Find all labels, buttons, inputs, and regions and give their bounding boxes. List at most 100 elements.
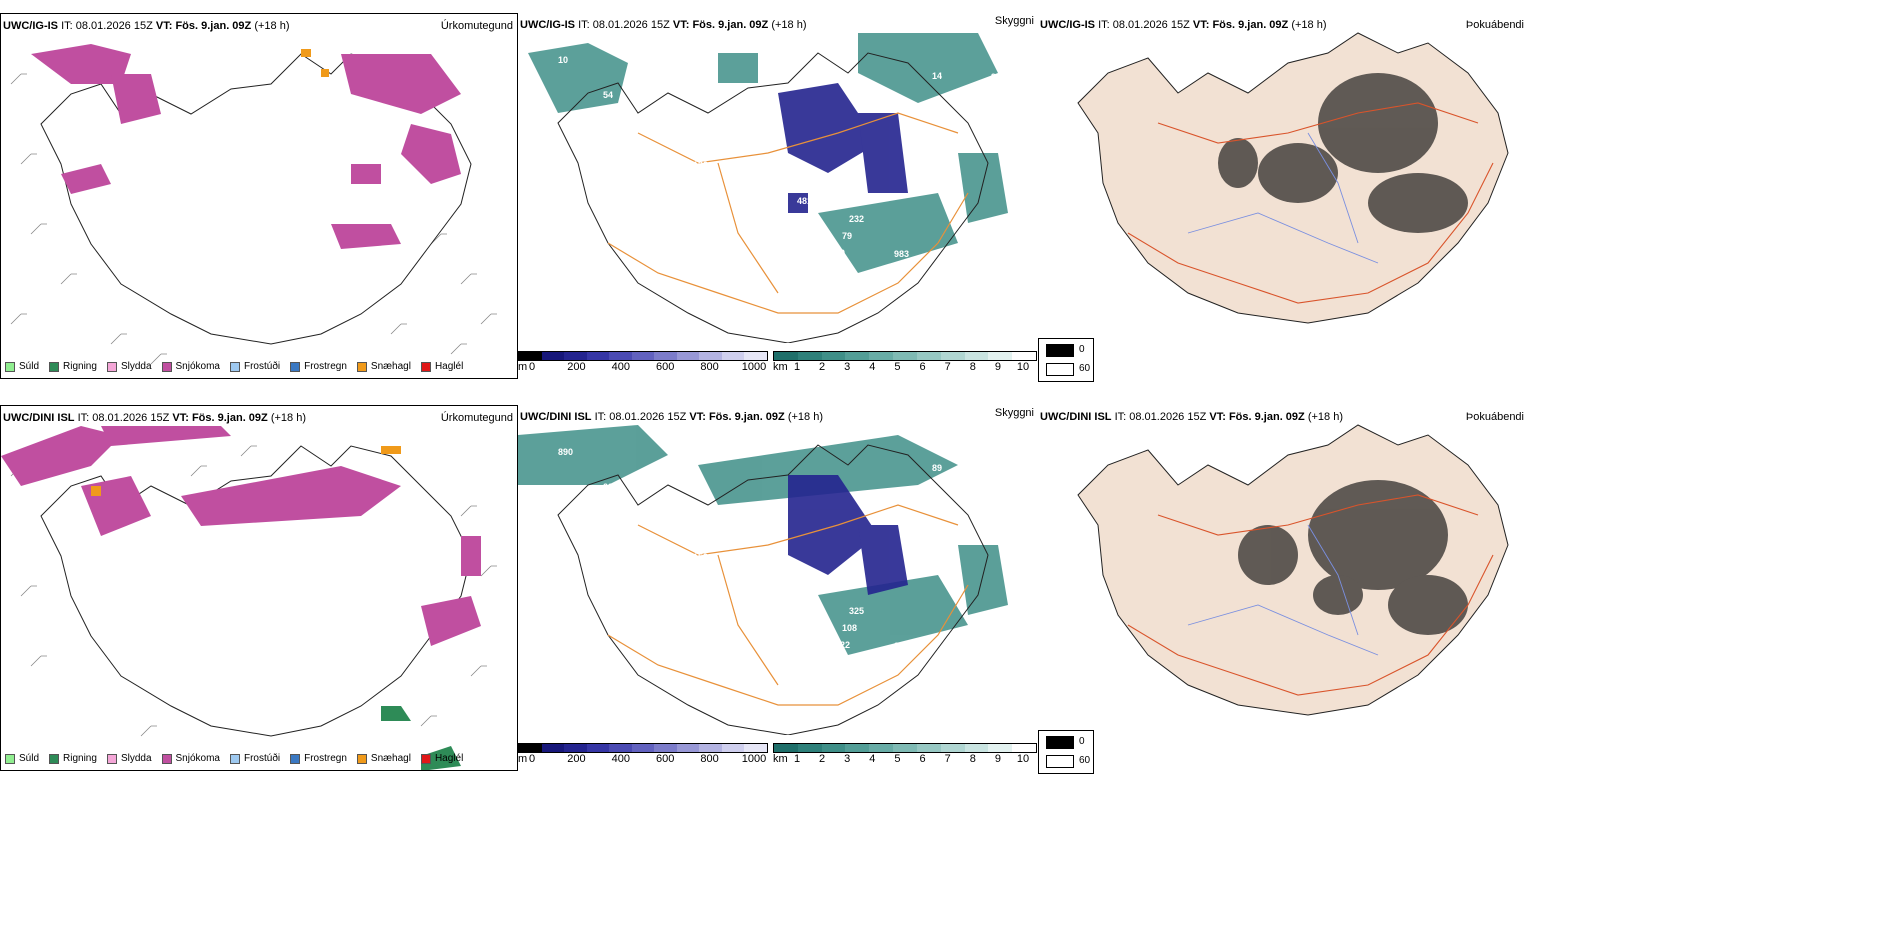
legend-item: Súld — [5, 753, 39, 764]
map-value-label: 71 — [700, 535, 710, 545]
colorbar-segment — [821, 744, 846, 752]
iceland-outline — [557, 444, 989, 735]
legend-label: Rigning — [63, 361, 97, 372]
legend-swatch — [161, 753, 172, 764]
colorbar-tick: 3 — [844, 753, 851, 765]
colorbar-tick: 9 — [994, 753, 1001, 765]
map-value-label: 159 — [752, 553, 767, 563]
colorbar-segment — [869, 744, 894, 752]
map-value-label: 585 — [596, 499, 611, 509]
map-value-label: 17 — [641, 142, 651, 152]
legend-item: Slydda — [106, 753, 152, 764]
colorbar-segment — [940, 352, 965, 360]
map-value-label: 124 — [984, 89, 999, 99]
legend-item: Frostúði — [229, 361, 280, 372]
legend-swatch — [229, 753, 240, 764]
colorbar-segment — [676, 352, 700, 360]
fog-light-swatch — [1046, 755, 1074, 768]
legend-swatch — [290, 753, 301, 764]
colorbar-tick: 8 — [969, 361, 976, 373]
colorbar-tick: 200 — [567, 361, 586, 373]
precip-map — [1, 426, 497, 770]
legend-swatch — [420, 753, 431, 764]
colorbar-segment — [845, 352, 870, 360]
legend-swatch — [356, 361, 367, 372]
map-value-label: 983 — [894, 249, 909, 259]
colorbar-segment — [699, 352, 722, 360]
colorbar-segment — [916, 352, 941, 360]
visibility-panel-bottom: UWC/DINI ISL IT: 08.01.2026 15Z VT: Fös.… — [518, 405, 1038, 771]
map-value-label: 193 — [738, 587, 753, 597]
ceiling-colorbar: m 0 200 400 600 800 1000 — [518, 351, 768, 379]
panel-title: UWC/IG-IS IT: 08.01.2026 15Z VT: Fös. 9.… — [1040, 19, 1327, 31]
sleet-areas — [301, 49, 329, 77]
field-title: Þokuábendi — [1465, 411, 1524, 423]
map-value-label: 92 — [655, 108, 665, 118]
colorbar-tick: 3 — [844, 361, 851, 373]
legend-swatch — [290, 361, 301, 372]
map-value-label: 97 — [745, 178, 755, 188]
legend-label: Slydda — [120, 361, 152, 372]
map-value-label: 171 — [700, 143, 715, 153]
legend-label: Rigning — [63, 753, 97, 764]
colorbar-segment — [774, 744, 798, 752]
visibility-map: 890 801 159 325 43 233 71 32 259 201 324 215 108 751 5… — [518, 425, 1008, 735]
colorbar-segment — [564, 352, 587, 360]
field-title: Skyggni — [994, 15, 1034, 27]
precip-map — [10, 44, 497, 365]
map-value-label: 89 — [932, 463, 942, 473]
precip-legend: Súld Rigning Slydda Snjókoma Frostúði Frostre… — [5, 361, 463, 372]
map-value-label: 426 — [738, 195, 753, 205]
iceland-outline — [557, 52, 989, 343]
colorbar-tick: 5 — [894, 361, 901, 373]
map-value-label: 481 — [797, 196, 812, 206]
legend-label: Súld — [19, 753, 40, 764]
colorbar-segment — [1012, 744, 1036, 752]
legend-item: Frostregn — [290, 753, 347, 764]
legend-label: Frostregn — [304, 361, 347, 372]
colorbar-segment — [1012, 352, 1036, 360]
map-value-label: 12 — [946, 267, 956, 277]
colorbar-unit: km — [773, 361, 788, 373]
map-value-label: 130 — [790, 605, 805, 615]
colorbar-tick: 600 — [656, 753, 675, 765]
map-value-label: 90 — [641, 534, 651, 544]
map-value-label: 324 — [648, 517, 663, 527]
colorbar-segment — [721, 744, 745, 752]
legend-label: Snjókoma — [175, 361, 220, 372]
field-title: Úrkomutegund — [440, 412, 513, 424]
fog-dark-swatch — [1046, 344, 1074, 357]
colorbar-tick: 10 — [1016, 361, 1030, 373]
colorbar-segment — [609, 744, 632, 752]
map-value-label: 103 — [596, 107, 611, 117]
panel-title: UWC/DINI ISL IT: 08.01.2026 15Z VT: Fös.… — [3, 412, 306, 424]
colorbar-tick: 4 — [869, 361, 876, 373]
ceiling-colorbar: m 0 200 400 600 800 1000 — [518, 743, 768, 771]
map-labels: 10 92 420 232 12 54 171 481 983 989 176 97 79 108 103 1… — [558, 55, 1006, 294]
colorbar-segment — [988, 352, 1013, 360]
colorbar-tick: 2 — [819, 753, 826, 765]
colorbar-segment — [893, 352, 917, 360]
map-value-label: 53 — [887, 658, 897, 668]
legend-swatch — [356, 753, 367, 764]
colorbar-unit: km — [773, 753, 788, 765]
colorbar-tick: 1000 — [741, 753, 767, 765]
model-name: UWC/DINI ISL — [3, 412, 75, 424]
legend-swatch — [49, 753, 60, 764]
map-value-label: 10 — [835, 248, 845, 258]
colorbar-tick: 400 — [611, 361, 630, 373]
colorbar-segment — [631, 744, 655, 752]
colorbar-segment — [797, 744, 822, 752]
fog-key-bottom: 0 60 — [1038, 730, 1094, 774]
map-value-label: 126 — [589, 516, 604, 526]
legend-label: Snæhagl — [370, 361, 411, 372]
legend-label: Haglél — [434, 361, 464, 372]
map-value-label: 176 — [648, 125, 663, 135]
fog-map — [1077, 32, 1509, 324]
field-title: Þokuábendi — [1465, 19, 1524, 31]
colorbar-tick: 1 — [793, 361, 801, 373]
colorbar-segment — [676, 744, 700, 752]
legend-item: Snæhagl — [356, 753, 411, 764]
colorbar-tick: 7 — [944, 361, 951, 373]
legend-item: Frostregn — [290, 361, 347, 372]
